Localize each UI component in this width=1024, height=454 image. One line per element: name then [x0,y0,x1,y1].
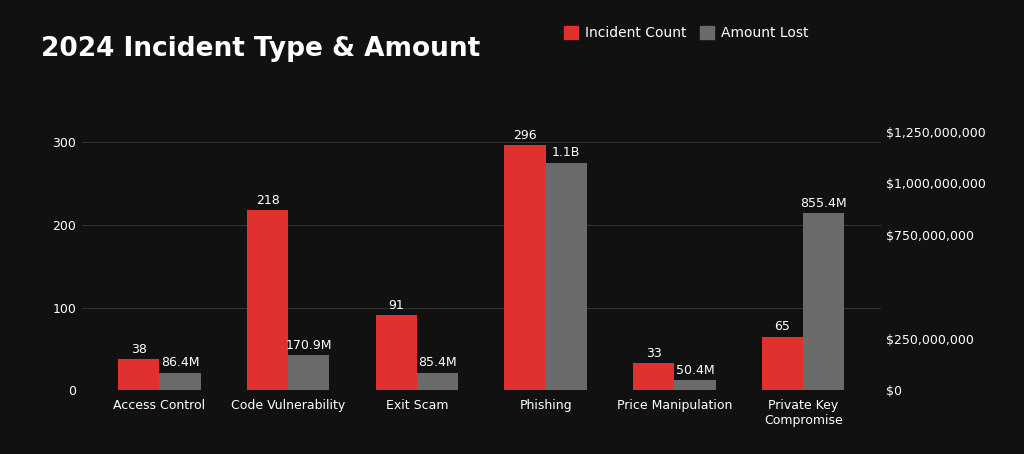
Text: 2024 Incident Type & Amount: 2024 Incident Type & Amount [41,36,480,62]
Legend: Incident Count, Amount Lost: Incident Count, Amount Lost [558,20,814,46]
Bar [675,380,716,390]
Bar [803,213,845,390]
Bar [417,373,458,390]
Bar [247,210,288,390]
Text: 86.4M: 86.4M [161,356,200,369]
Bar [160,373,201,390]
Text: 50.4M: 50.4M [676,364,715,377]
Text: 33: 33 [646,347,662,360]
Text: 1.1B: 1.1B [552,147,581,159]
Text: 85.4M: 85.4M [418,356,457,370]
Bar [546,163,587,390]
Bar [118,359,160,390]
Text: 855.4M: 855.4M [801,197,847,210]
Bar [288,355,330,390]
Text: 38: 38 [131,343,146,355]
Text: 218: 218 [256,194,280,207]
Bar [505,145,546,390]
Text: 91: 91 [388,299,404,312]
Text: 296: 296 [513,129,537,142]
Text: 65: 65 [774,321,791,333]
Bar [633,363,675,390]
Bar [376,315,417,390]
Text: 170.9M: 170.9M [286,339,332,352]
Bar [762,336,803,390]
